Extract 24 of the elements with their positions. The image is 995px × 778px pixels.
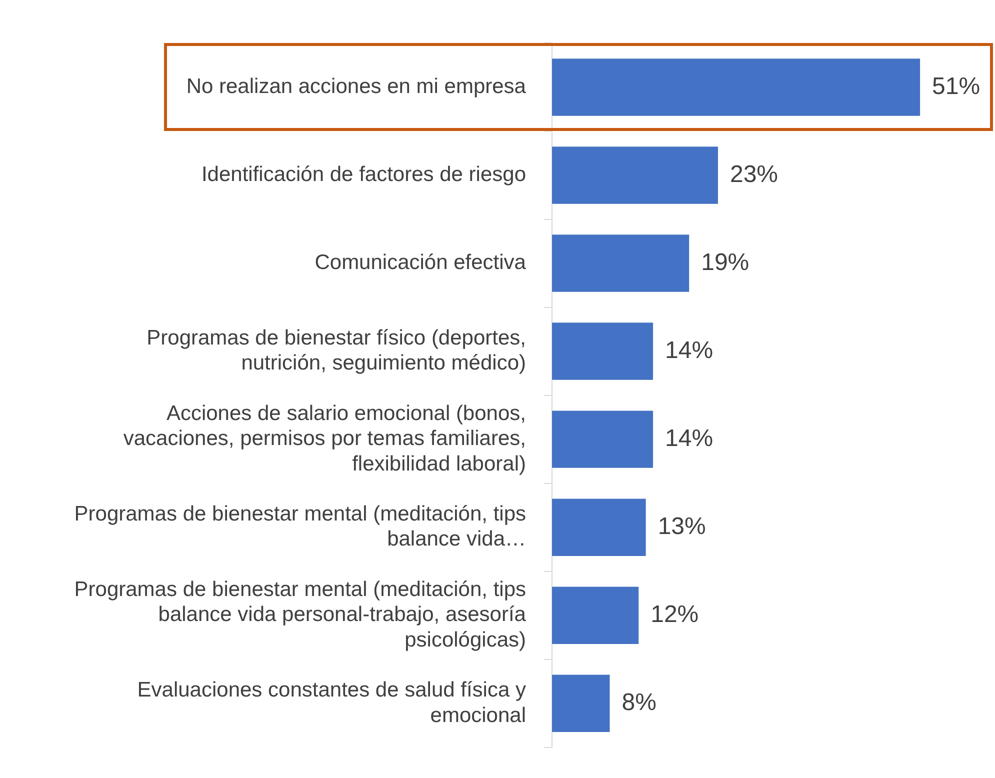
bar xyxy=(552,674,610,732)
data-label: 8% xyxy=(622,689,656,716)
data-label: 23% xyxy=(730,160,778,188)
y-tick-label: No realizan acciones en mi empresa xyxy=(186,75,526,98)
bar xyxy=(552,498,646,556)
bar xyxy=(552,58,920,116)
y-tick-label: Programas de bienestar físico (deportes, nutrición, seguimiento médico) xyxy=(146,326,526,375)
y-tick-label: Acciones de salario emocional (bonos, vacaciones, permisos por temas familiares, flexibilidad laboral) xyxy=(123,402,526,476)
data-label: 14% xyxy=(665,336,714,364)
bar xyxy=(552,322,654,380)
data-label: 51% xyxy=(932,72,980,100)
data-label: 19% xyxy=(701,248,750,276)
bar xyxy=(552,586,639,644)
bar xyxy=(552,410,654,468)
y-tick-label: Evaluaciones constantes de salud física y emocional xyxy=(137,678,526,727)
y-tick-label: Programas de bienestar mental (meditación, tips balance vida personal-trabajo, asesoría psicológicas) xyxy=(74,578,526,652)
bar xyxy=(552,146,718,204)
y-tick-label: Programas de bienestar mental (meditación, tips balance vida… xyxy=(74,502,526,551)
data-label: 14% xyxy=(665,424,714,452)
y-tick-label: Identificación de factores de riesgo xyxy=(201,163,526,186)
data-label: 13% xyxy=(658,512,706,540)
data-label: 12% xyxy=(650,600,699,628)
y-tick-label: Comunicación efectiva xyxy=(314,251,526,274)
bar xyxy=(552,234,690,292)
